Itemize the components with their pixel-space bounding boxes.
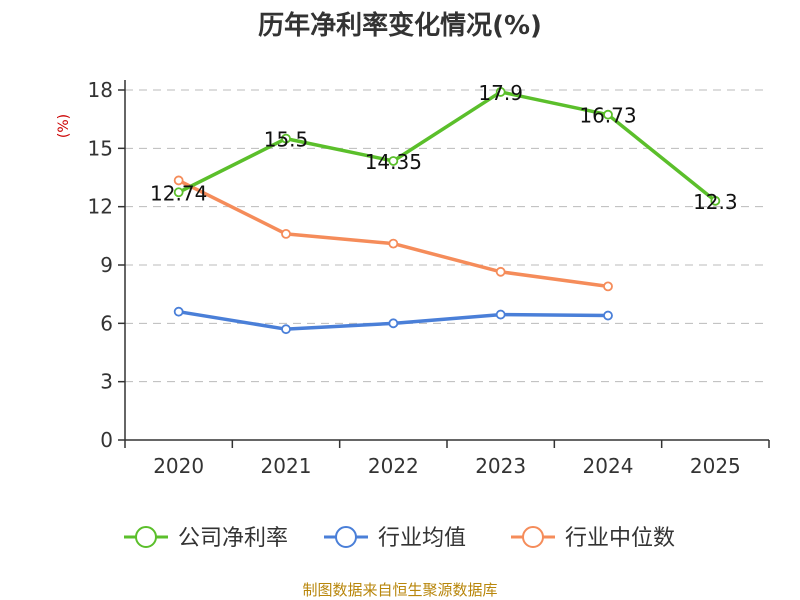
y-tick-label-0: 0 (100, 428, 113, 452)
x-tick-label-2020: 2020 (153, 454, 204, 478)
legend: 公司净利率 行业均值 行业中位数 (124, 526, 675, 551)
y-axis-label: (%) (56, 114, 72, 138)
data-label-2025: 12.3 (693, 190, 738, 214)
series-2-point-2022 (388, 238, 399, 249)
chart-title: 历年净利率变化情况(%) (258, 10, 542, 41)
series-line-2 (177, 178, 609, 289)
series-0-point-2025 (710, 195, 721, 206)
series-0-point-2020 (173, 187, 184, 198)
data-label-layer: 12.74 15.5 14.35 17.9 16.73 12.3 (150, 81, 738, 214)
x-tick-label-2023: 2023 (475, 454, 526, 478)
data-label-2022: 14.35 (365, 150, 422, 174)
y-tick-label-6: 6 (100, 311, 113, 335)
series-line-0 (177, 90, 717, 203)
legend-label-2: 行业中位数 (565, 526, 675, 551)
series-1-point-2021 (281, 324, 291, 335)
data-label-2023: 17.9 (478, 81, 523, 105)
series-1-point-2024 (603, 310, 613, 321)
series-1-point-2020 (173, 306, 184, 317)
series-2-point-2020 (173, 175, 184, 186)
y-tick-label-15: 15 (88, 136, 113, 160)
x-tick-label-2024: 2024 (583, 454, 634, 478)
legend-label-0: 公司净利率 (178, 526, 288, 551)
x-tick-label-2025: 2025 (690, 454, 741, 478)
series-2-point-2024 (603, 281, 613, 292)
y-tick-label-3: 3 (100, 370, 113, 394)
y-tick-label-18: 18 (88, 78, 113, 102)
series-0-point-2023 (495, 87, 506, 97)
series-2-point-2021 (281, 228, 291, 239)
axis-layer: 0 3 6 9 12 15 18 2020 2021 2022 2023 2024 2025 (88, 78, 770, 478)
y-tick-label-9: 9 (100, 253, 113, 277)
legend-marker-2 (522, 526, 544, 548)
x-tick-label-2022: 2022 (368, 454, 419, 478)
series-0-point-2021 (281, 133, 291, 144)
series-1-point-2022 (388, 318, 399, 329)
data-label-2020: 12.74 (150, 181, 207, 205)
series-0-point-2022 (388, 156, 399, 166)
series-0-point-2024 (603, 109, 613, 120)
data-label-2024: 16.73 (579, 104, 636, 128)
grid-layer (125, 89, 769, 383)
series-layer (173, 87, 721, 335)
series-2-point-2023 (495, 266, 506, 277)
series-1-point-2023 (495, 309, 506, 320)
legend-label-1: 行业均值 (378, 526, 466, 551)
y-tick-label-12: 12 (88, 195, 113, 219)
data-label-2021: 15.5 (264, 128, 309, 152)
source-note: 制图数据来自恒生聚源数据库 (302, 581, 497, 599)
legend-marker-0 (135, 526, 157, 548)
legend-marker-1 (335, 526, 357, 548)
x-tick-label-2021: 2021 (261, 454, 312, 478)
